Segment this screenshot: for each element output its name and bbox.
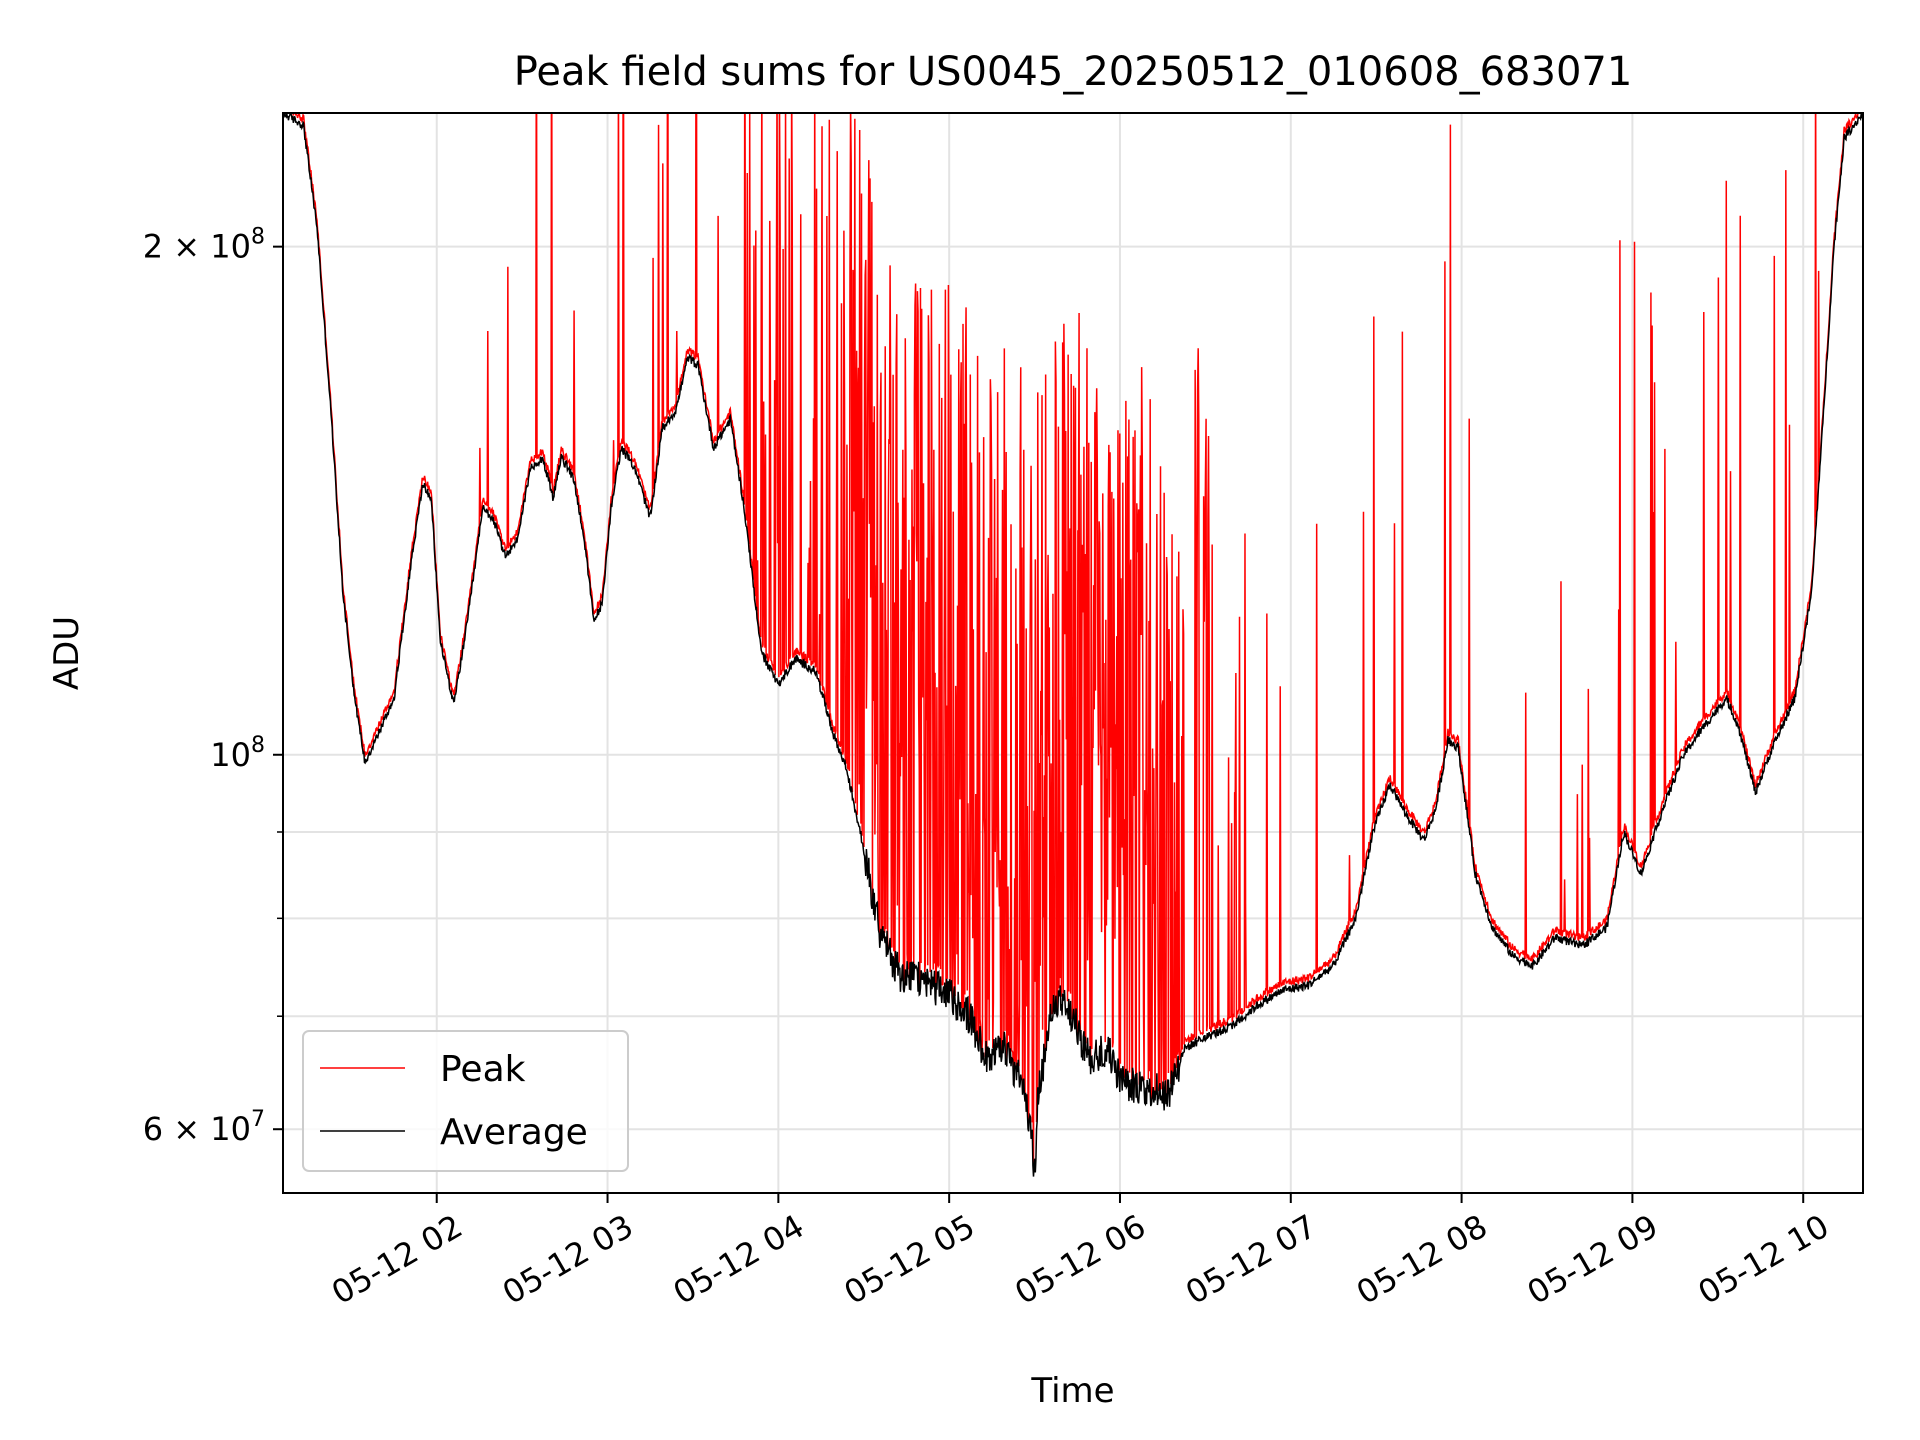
y-tick-label: 6 × 107: [143, 1107, 265, 1148]
y-axis: 6 × 107 108 2 × 108: [143, 225, 283, 1148]
y-tick-label: 108: [210, 733, 265, 774]
chart-title: Peak field sums for US0045_20250512_0106…: [514, 49, 1633, 95]
y-axis-title: ADU: [47, 616, 87, 690]
x-axis-title: Time: [1030, 1371, 1114, 1411]
average-series-line: [283, 113, 1863, 1177]
peak-series-line: [287, 113, 1862, 1170]
y-tick-label: 2 × 108: [143, 225, 265, 266]
legend: Peak Average: [302, 1030, 629, 1172]
legend-box: [302, 1030, 629, 1172]
series-layer: [283, 113, 1863, 1177]
legend-label-average: Average: [440, 1112, 588, 1153]
plot-frame: [282, 112, 1864, 1194]
legend-label-peak: Peak: [440, 1049, 526, 1090]
